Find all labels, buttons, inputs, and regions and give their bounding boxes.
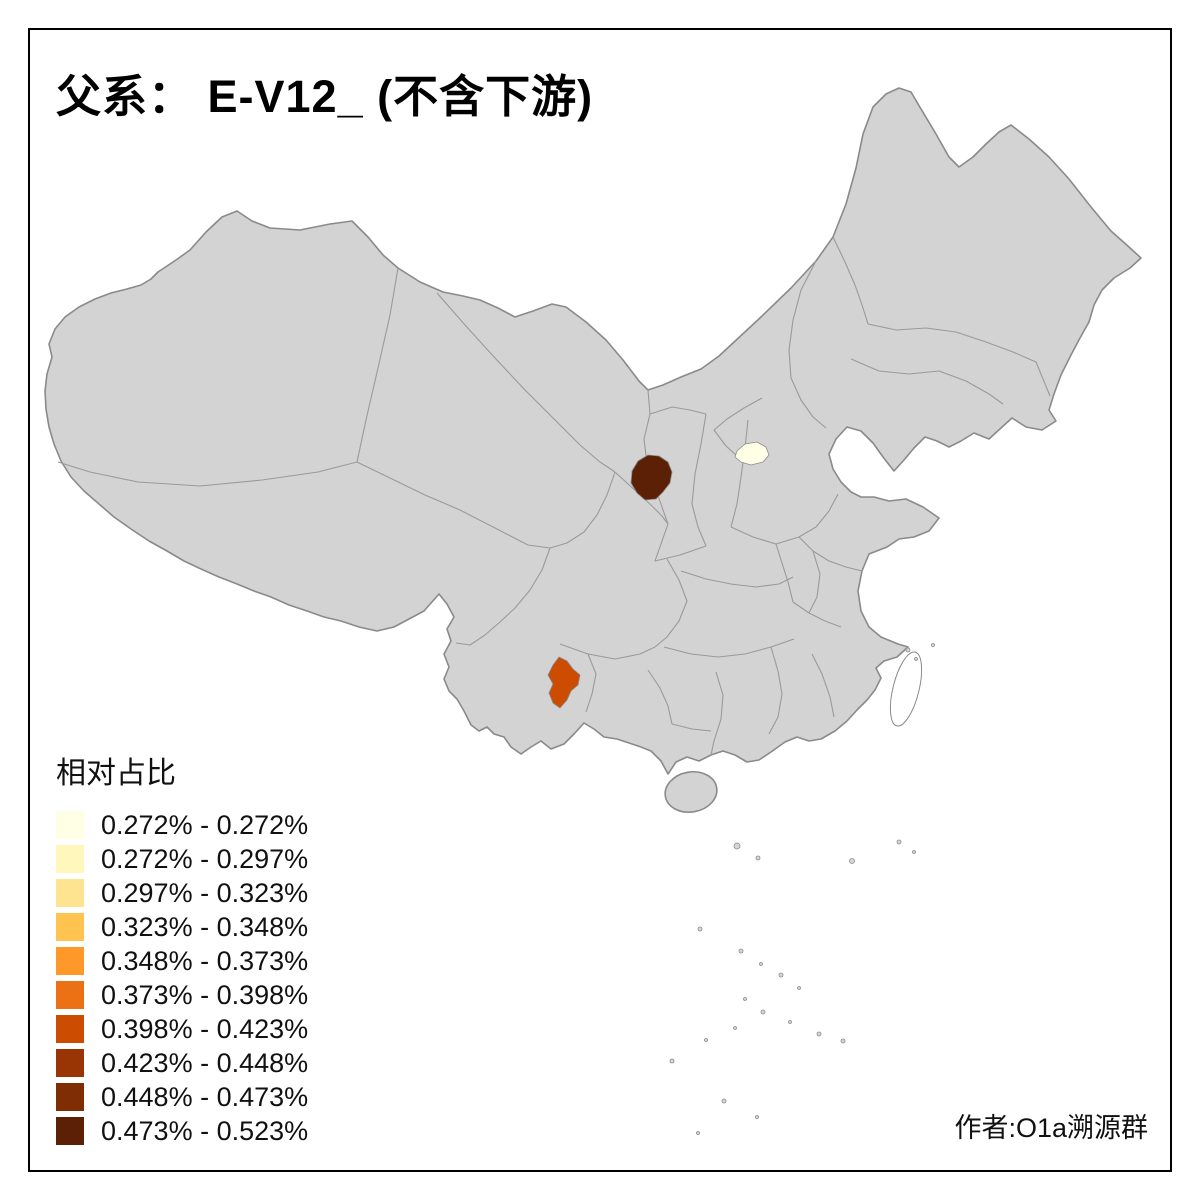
province-border	[811, 653, 835, 718]
legend-item: 0.423% - 0.448%	[56, 1046, 308, 1080]
highlight-region-orange	[547, 656, 581, 709]
province-border	[57, 267, 399, 487]
legend-item-label: 0.272% - 0.272%	[101, 809, 309, 840]
legend-item: 0.297% - 0.323%	[56, 876, 308, 910]
province-border	[775, 543, 794, 603]
province-border	[792, 601, 842, 628]
province-border	[663, 638, 795, 658]
author-credit: 作者:O1a溯源群	[954, 1113, 1148, 1143]
province-border	[455, 547, 551, 646]
legend: 相对占比 0.272% - 0.272% 0.272% - 0.297% 0.2…	[56, 748, 308, 1148]
china-mainland-shape	[44, 87, 1142, 775]
legend-item-label: 0.297% - 0.323%	[101, 877, 309, 908]
legend-item: 0.473% - 0.523%	[56, 1114, 308, 1148]
highlight-region-lightest	[734, 441, 770, 466]
province-border	[850, 358, 1004, 405]
legend-swatch	[56, 1117, 84, 1145]
legend-item: 0.373% - 0.398%	[56, 978, 308, 1012]
hainan-island	[664, 770, 718, 814]
province-border	[730, 419, 749, 528]
province-border	[654, 523, 707, 562]
legend-title: 相对占比	[56, 757, 176, 790]
legend-item: 0.272% - 0.297%	[56, 842, 308, 876]
province-border	[654, 558, 688, 648]
legend-swatch	[56, 913, 84, 941]
province-border	[713, 397, 763, 457]
legend-item-label: 0.473% - 0.523%	[101, 1115, 309, 1146]
legend-item-label: 0.373% - 0.398%	[101, 979, 309, 1010]
legend-item-label: 0.348% - 0.373%	[101, 945, 309, 976]
legend-item: 0.272% - 0.272%	[56, 808, 308, 842]
province-border	[671, 723, 712, 732]
legend-swatch	[56, 981, 84, 1009]
province-border	[808, 550, 821, 614]
legend-item: 0.448% - 0.473%	[56, 1080, 308, 1114]
legend-swatch	[56, 947, 84, 975]
province-border	[649, 406, 707, 415]
province-border	[436, 292, 616, 473]
map-title: 父系： E-V12_ (不含下游)	[56, 71, 594, 122]
south-china-sea-islands	[669, 643, 935, 1135]
taiwan-island	[889, 651, 923, 727]
legend-swatch	[56, 1083, 84, 1111]
province-border	[768, 646, 783, 735]
legend-item: 0.323% - 0.348%	[56, 910, 308, 944]
province-border	[710, 671, 724, 756]
province-border	[549, 471, 616, 549]
legend-item-label: 0.323% - 0.348%	[101, 911, 309, 942]
province-border	[788, 260, 827, 429]
legend-item-label: 0.272% - 0.297%	[101, 843, 309, 874]
highlight-region-darkest	[630, 454, 673, 501]
province-borders	[57, 236, 1051, 756]
legend-item-label: 0.448% - 0.473%	[101, 1081, 309, 1112]
legend-swatch	[56, 811, 84, 839]
legend-swatch	[56, 1015, 84, 1043]
legend-swatch	[56, 845, 84, 873]
province-border	[867, 323, 1051, 397]
legend-swatch	[56, 1049, 84, 1077]
province-border	[680, 570, 794, 588]
legend-item: 0.348% - 0.373%	[56, 944, 308, 978]
province-border	[647, 669, 673, 725]
legend-item-label: 0.398% - 0.423%	[101, 1013, 309, 1044]
province-border	[691, 413, 707, 547]
province-border	[559, 643, 656, 660]
province-border	[832, 236, 869, 325]
province-border	[356, 461, 551, 549]
province-border	[585, 653, 597, 713]
legend-swatch	[56, 879, 84, 907]
legend-item-label: 0.423% - 0.448%	[101, 1047, 309, 1078]
legend-item: 0.398% - 0.423%	[56, 1012, 308, 1046]
province-border	[798, 536, 863, 572]
